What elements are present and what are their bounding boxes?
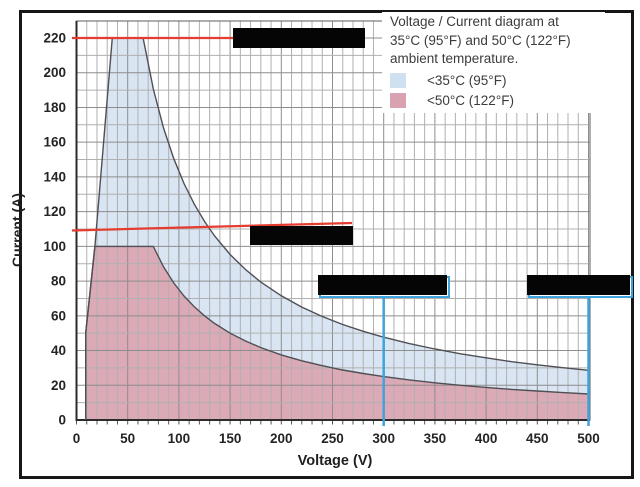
y-tick-label: 20: [51, 378, 66, 393]
chart-legend: Voltage / Current diagram at 35°C (95°F)…: [382, 12, 605, 113]
x-tick-label: 500: [577, 431, 600, 446]
legend-swatch-35c: [390, 73, 406, 88]
y-tick-label: 80: [51, 274, 66, 289]
y-tick-label: 40: [51, 343, 66, 358]
area-50c: [85, 246, 589, 420]
redaction-bar: [318, 275, 447, 295]
x-tick-label: 100: [168, 431, 191, 446]
y-tick-label: 140: [43, 169, 66, 184]
y-axis-title: Current (A): [9, 193, 25, 267]
boundary-35c: [85, 37, 589, 420]
y-tick-label: 200: [43, 65, 66, 80]
legend-title-line: 35°C (95°F) and 50°C (122°F): [390, 32, 571, 48]
x-tick-label: 200: [270, 431, 293, 446]
x-tick-label: 0: [73, 431, 81, 446]
x-tick-label: 400: [475, 431, 498, 446]
y-tick-label: 0: [58, 413, 66, 428]
redaction-bar: [527, 275, 630, 295]
legend-item-35c: <35°C (95°F): [390, 73, 605, 89]
x-axis-title: Voltage (V): [297, 453, 373, 469]
x-tick-label: 50: [120, 431, 135, 446]
redaction-bar: [233, 28, 365, 48]
legend-label-50c: <50°C (122°F): [427, 93, 514, 108]
red-guide-110a: [71, 221, 353, 232]
y-tick-label: 180: [43, 100, 66, 115]
legend-title-line: ambient temperature.: [390, 51, 519, 66]
x-tick-label: 250: [321, 431, 344, 446]
x-tick-label: 300: [372, 431, 395, 446]
y-tick-label: 60: [51, 308, 66, 323]
redaction-bar: [250, 226, 353, 245]
y-tick-label: 160: [43, 135, 66, 150]
boundary-50c: [85, 245, 589, 420]
y-tick-label: 100: [43, 239, 66, 254]
x-tick-label: 450: [526, 431, 549, 446]
y-tick-label: 220: [43, 30, 66, 45]
x-tick-label: 350: [424, 431, 447, 446]
legend-label-35c: <35°C (95°F): [427, 73, 507, 88]
x-tick-label: 150: [219, 431, 242, 446]
y-tick-label: 120: [43, 204, 66, 219]
legend-swatch-50c: [390, 93, 406, 108]
legend-item-50c: <50°C (122°F): [390, 93, 605, 109]
legend-title-line: Voltage / Current diagram at: [390, 14, 559, 29]
